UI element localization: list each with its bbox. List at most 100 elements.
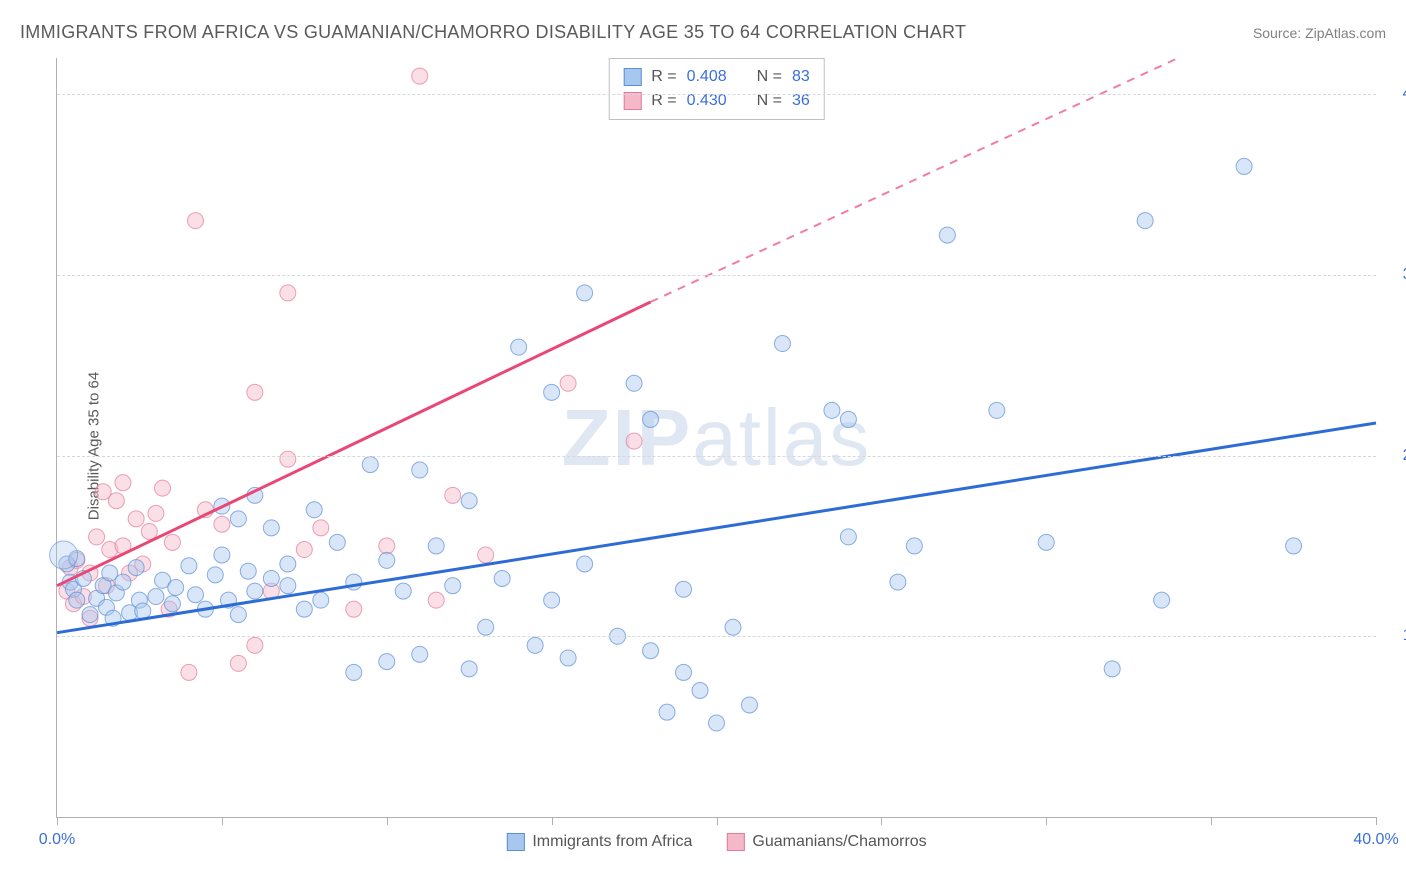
stats-legend: R = 0.408 N = 83 R = 0.430 N = 36 — [608, 58, 825, 120]
scatter-point — [135, 603, 151, 619]
stats-row-a: R = 0.408 N = 83 — [623, 65, 810, 89]
scatter-point — [643, 411, 659, 427]
stats-row-b: R = 0.430 N = 36 — [623, 89, 810, 113]
y-tick-label: 10.0% — [1388, 627, 1406, 645]
legend-label-b: Guamanians/Chamorros — [752, 833, 926, 851]
scatter-point-large — [50, 541, 78, 569]
scatter-point — [306, 502, 322, 518]
scatter-point — [379, 654, 395, 670]
scatter-point — [280, 451, 296, 467]
gridline-h — [57, 275, 1376, 276]
scatter-point — [478, 547, 494, 563]
trend-line — [57, 302, 651, 586]
scatter-point — [659, 704, 675, 720]
r-label-b: R = — [651, 89, 676, 113]
chart-container: IMMIGRANTS FROM AFRICA VS GUAMANIAN/CHAM… — [0, 0, 1406, 892]
n-label-b: N = — [757, 89, 782, 113]
bottom-legend: Immigrants from Africa Guamanians/Chamor… — [506, 833, 926, 851]
scatter-point — [676, 664, 692, 680]
scatter-point — [346, 601, 362, 617]
scatter-point — [247, 637, 263, 653]
scatter-point — [445, 487, 461, 503]
scatter-point — [1104, 661, 1120, 677]
scatter-point — [560, 375, 576, 391]
r-value-a: 0.408 — [687, 65, 727, 89]
scatter-point — [214, 547, 230, 563]
scatter-point — [207, 567, 223, 583]
scatter-point — [164, 534, 180, 550]
plot-area: ZIPatlas R = 0.408 N = 83 R = 0.430 N = … — [56, 58, 1376, 818]
n-label-a: N = — [757, 65, 782, 89]
scatter-point — [296, 601, 312, 617]
y-tick-label: 40.0% — [1388, 85, 1406, 103]
x-tick — [1046, 817, 1047, 825]
scatter-point — [1137, 213, 1153, 229]
scatter-point — [148, 589, 164, 605]
scatter-point — [313, 592, 329, 608]
scatter-point — [906, 538, 922, 554]
scatter-point — [643, 643, 659, 659]
scatter-point — [280, 285, 296, 301]
x-tick — [387, 817, 388, 825]
scatter-point — [725, 619, 741, 635]
scatter-point — [577, 285, 593, 301]
scatter-point — [346, 664, 362, 680]
scatter-point — [989, 402, 1005, 418]
legend-item-a: Immigrants from Africa — [506, 833, 692, 851]
scatter-point — [461, 661, 477, 677]
scatter-point — [478, 619, 494, 635]
scatter-point — [412, 462, 428, 478]
x-tick-label: 40.0% — [1353, 831, 1398, 849]
scatter-point — [362, 457, 378, 473]
scatter-point — [1286, 538, 1302, 554]
scatter-point — [263, 520, 279, 536]
scatter-point — [824, 402, 840, 418]
scatter-point — [1154, 592, 1170, 608]
scatter-point — [115, 475, 131, 491]
r-label-a: R = — [651, 65, 676, 89]
scatter-point — [890, 574, 906, 590]
scatter-point — [560, 650, 576, 666]
n-value-b: 36 — [792, 89, 810, 113]
scatter-point — [230, 607, 246, 623]
scatter-point — [187, 587, 203, 603]
scatter-point — [840, 411, 856, 427]
scatter-point — [181, 558, 197, 574]
scatter-point — [108, 493, 124, 509]
scatter-point — [329, 534, 345, 550]
scatter-point — [280, 578, 296, 594]
scatter-point — [544, 592, 560, 608]
x-tick — [1211, 817, 1212, 825]
scatter-point — [626, 433, 642, 449]
scatter-point — [840, 529, 856, 545]
scatter-point — [709, 715, 725, 731]
scatter-point — [511, 339, 527, 355]
scatter-point — [428, 592, 444, 608]
n-value-a: 83 — [792, 65, 810, 89]
scatter-point — [82, 607, 98, 623]
scatter-point — [263, 570, 279, 586]
scatter-point — [412, 68, 428, 84]
scatter-point — [296, 542, 312, 558]
legend-swatch-pink — [726, 833, 744, 851]
x-tick — [1376, 817, 1377, 825]
scatter-point — [544, 384, 560, 400]
scatter-point — [187, 213, 203, 229]
y-tick-label: 30.0% — [1388, 266, 1406, 284]
legend-item-b: Guamanians/Chamorros — [726, 833, 926, 851]
scatter-point — [148, 505, 164, 521]
scatter-point — [428, 538, 444, 554]
scatter-point — [527, 637, 543, 653]
scatter-point — [494, 570, 510, 586]
scatter-point — [141, 523, 157, 539]
scatter-point — [379, 538, 395, 554]
scatter-point — [247, 583, 263, 599]
scatter-point — [379, 552, 395, 568]
y-tick-label: 20.0% — [1388, 447, 1406, 465]
x-tick — [881, 817, 882, 825]
scatter-point — [230, 655, 246, 671]
r-value-b: 0.430 — [687, 89, 727, 113]
scatter-point — [741, 697, 757, 713]
scatter-point — [1236, 158, 1252, 174]
source-name: ZipAtlas.com — [1305, 25, 1386, 41]
